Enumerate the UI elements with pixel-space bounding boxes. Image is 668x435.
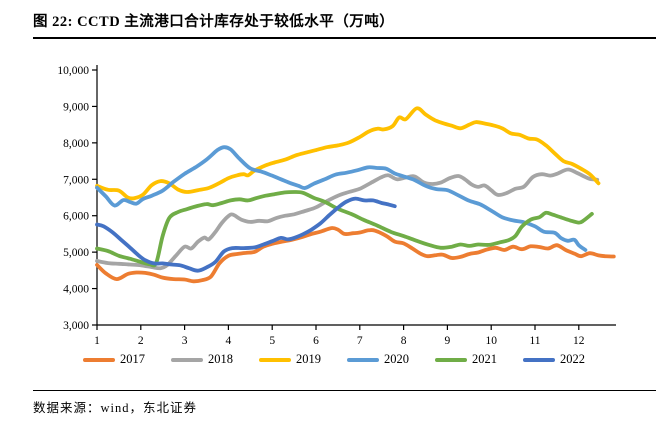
x-tick-label: 11 bbox=[529, 335, 540, 346]
x-tick-label: 2 bbox=[138, 335, 144, 346]
series-line-2022 bbox=[95, 196, 397, 273]
y-tick-label: 7,000 bbox=[63, 174, 89, 186]
legend-swatch-2019 bbox=[259, 357, 291, 362]
series-line-2017 bbox=[95, 226, 616, 284]
series-line-2019 bbox=[95, 106, 601, 201]
legend-label-2021: 2021 bbox=[472, 352, 497, 366]
y-tick-label: 9,000 bbox=[63, 101, 89, 113]
legend-label-2017: 2017 bbox=[120, 352, 145, 366]
legend-swatch-2021 bbox=[435, 357, 467, 362]
series-line-2018 bbox=[95, 167, 600, 271]
legend-item-2019: 2019 bbox=[259, 352, 321, 367]
x-tick-label: 6 bbox=[313, 335, 319, 346]
chart-area: 3,000 4,000 5,000 6,000 7,000 8,000 9,000 10,00… bbox=[0, 46, 668, 346]
legend-item-2022: 2022 bbox=[523, 352, 585, 367]
inventory-line-chart: 3,000 4,000 5,000 6,000 7,000 8,000 9,000 10,00… bbox=[57, 65, 616, 346]
y-tick-label: 4,000 bbox=[63, 284, 89, 296]
legend-label-2020: 2020 bbox=[384, 352, 409, 366]
legend-item-2021: 2021 bbox=[435, 352, 497, 367]
x-tick-label: 9 bbox=[445, 335, 451, 346]
x-tick-label: 3 bbox=[182, 335, 188, 346]
series-line-2020 bbox=[95, 145, 588, 252]
legend-label-2018: 2018 bbox=[208, 352, 233, 366]
y-tick-label: 10,000 bbox=[57, 65, 89, 77]
y-tick-label: 8,000 bbox=[63, 138, 89, 150]
x-tick-label: 5 bbox=[269, 335, 275, 346]
figure-title: 图 22: CCTD 主流港口合计库存处于较低水平（万吨） bbox=[33, 14, 395, 30]
x-tick-label: 1 bbox=[94, 335, 100, 346]
chart-legend: 2017 2018 2019 2020 2021 2022 bbox=[0, 352, 668, 367]
y-tick-label: 5,000 bbox=[63, 247, 89, 259]
legend-item-2017: 2017 bbox=[83, 352, 145, 367]
legend-label-2022: 2022 bbox=[560, 352, 585, 366]
legend-swatch-2020 bbox=[347, 357, 379, 362]
legend-swatch-2022 bbox=[523, 357, 555, 362]
legend-item-2018: 2018 bbox=[171, 352, 233, 367]
legend-swatch-2018 bbox=[171, 357, 203, 362]
x-tick-label: 4 bbox=[226, 335, 232, 346]
figure-bottom-rule bbox=[33, 390, 656, 391]
x-tick-label: 7 bbox=[357, 335, 363, 346]
legend-label-2019: 2019 bbox=[296, 352, 321, 366]
y-tick-label: 6,000 bbox=[63, 211, 89, 223]
legend-item-2020: 2020 bbox=[347, 352, 409, 367]
data-source-note: 数据来源：wind，东北证券 bbox=[33, 401, 198, 415]
x-tick-label: 8 bbox=[401, 335, 407, 346]
legend-swatch-2017 bbox=[83, 357, 115, 362]
x-tick-label: 12 bbox=[573, 335, 585, 346]
title-underline bbox=[33, 37, 656, 39]
y-tick-label: 3,000 bbox=[63, 320, 89, 332]
x-tick-label: 10 bbox=[485, 335, 497, 346]
